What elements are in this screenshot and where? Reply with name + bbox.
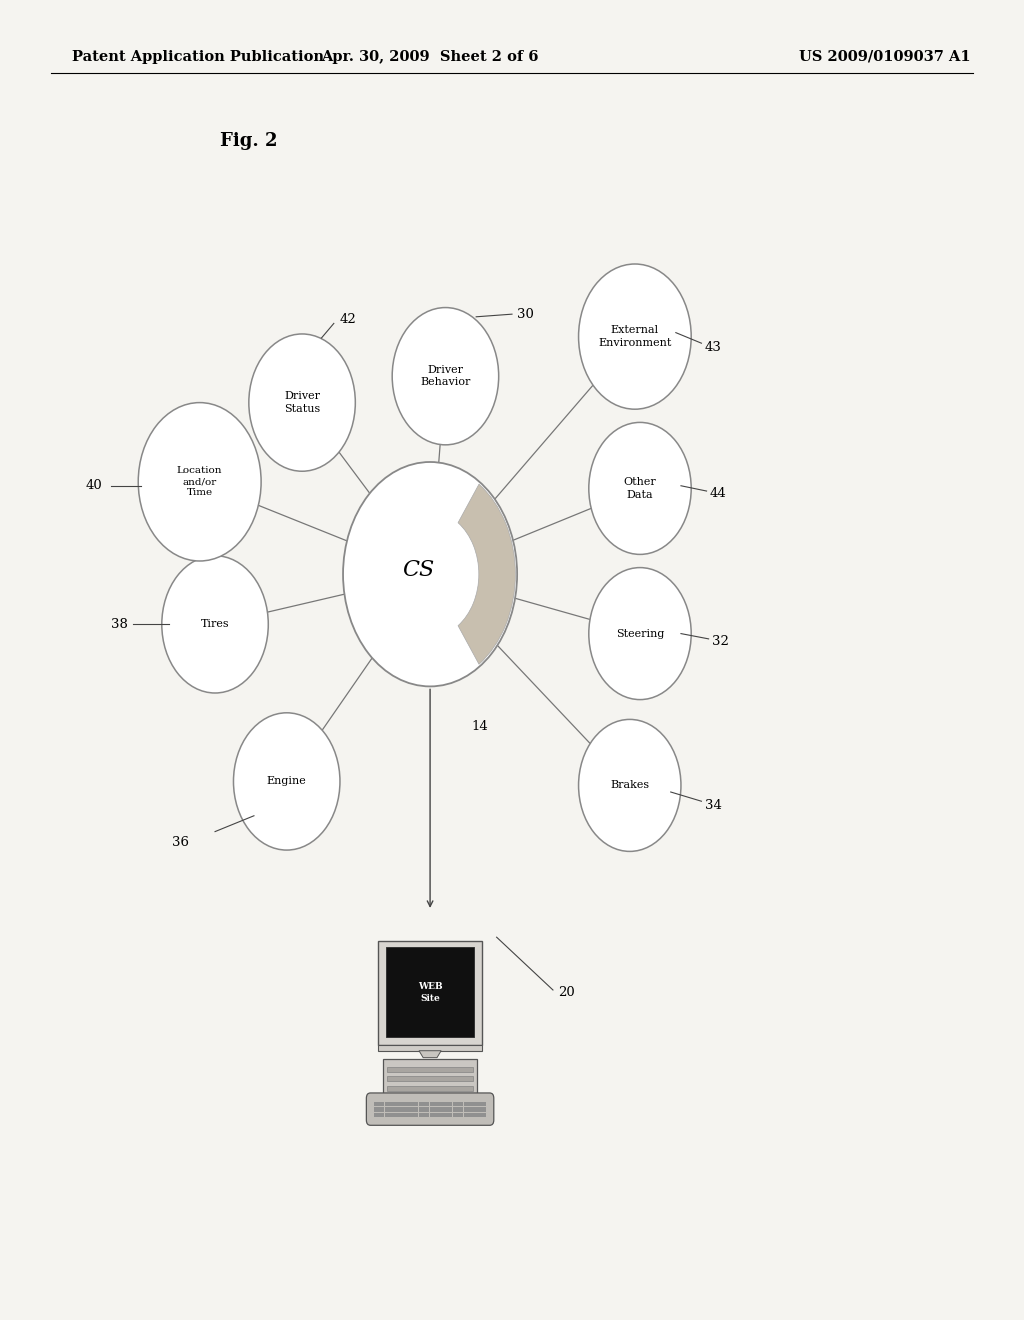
Bar bbox=[419, 1107, 429, 1111]
Bar bbox=[464, 1113, 475, 1117]
Text: 34: 34 bbox=[705, 799, 721, 812]
Text: US 2009/0109037 A1: US 2009/0109037 A1 bbox=[799, 50, 971, 63]
Bar bbox=[430, 1107, 440, 1111]
Text: 36: 36 bbox=[172, 836, 189, 849]
Text: Apr. 30, 2009  Sheet 2 of 6: Apr. 30, 2009 Sheet 2 of 6 bbox=[322, 50, 539, 63]
Text: Engine: Engine bbox=[267, 776, 306, 787]
Bar bbox=[378, 1045, 482, 1051]
Bar bbox=[464, 1107, 475, 1111]
Text: 42: 42 bbox=[340, 313, 356, 326]
Bar bbox=[374, 1102, 384, 1106]
Bar bbox=[475, 1107, 486, 1111]
Bar bbox=[387, 1077, 473, 1081]
Text: Brakes: Brakes bbox=[610, 780, 649, 791]
Polygon shape bbox=[419, 1051, 441, 1057]
Bar bbox=[385, 1102, 395, 1106]
Circle shape bbox=[138, 403, 261, 561]
Text: Steering: Steering bbox=[615, 628, 665, 639]
Bar bbox=[430, 1113, 440, 1117]
Text: Location
and/or
Time: Location and/or Time bbox=[177, 466, 222, 498]
Bar bbox=[385, 1107, 395, 1111]
Bar bbox=[374, 1113, 384, 1117]
Bar bbox=[385, 1113, 395, 1117]
Bar bbox=[464, 1102, 475, 1106]
Text: 38: 38 bbox=[112, 618, 128, 631]
Circle shape bbox=[343, 462, 517, 686]
Text: Patent Application Publication: Patent Application Publication bbox=[72, 50, 324, 63]
Text: 40: 40 bbox=[86, 479, 102, 492]
Bar bbox=[441, 1102, 452, 1106]
Bar bbox=[396, 1113, 407, 1117]
Circle shape bbox=[579, 264, 691, 409]
Text: Fig. 2: Fig. 2 bbox=[220, 132, 278, 150]
Bar bbox=[396, 1107, 407, 1111]
Bar bbox=[453, 1102, 464, 1106]
Bar bbox=[374, 1107, 384, 1111]
Bar bbox=[419, 1102, 429, 1106]
Bar bbox=[441, 1113, 452, 1117]
Bar bbox=[475, 1102, 486, 1106]
Bar bbox=[475, 1113, 486, 1117]
Text: 30: 30 bbox=[517, 308, 534, 321]
Text: 44: 44 bbox=[710, 487, 726, 500]
Text: 43: 43 bbox=[705, 341, 721, 354]
Text: 14: 14 bbox=[471, 719, 487, 733]
FancyBboxPatch shape bbox=[378, 941, 482, 1045]
Bar bbox=[396, 1102, 407, 1106]
Wedge shape bbox=[458, 484, 515, 664]
Bar bbox=[430, 1102, 440, 1106]
Bar bbox=[419, 1113, 429, 1117]
Text: Other
Data: Other Data bbox=[624, 478, 656, 499]
Text: WEB
Site: WEB Site bbox=[418, 982, 442, 1003]
Bar bbox=[453, 1113, 464, 1117]
Text: External
Environment: External Environment bbox=[598, 326, 672, 347]
Circle shape bbox=[589, 568, 691, 700]
Circle shape bbox=[162, 556, 268, 693]
Text: 32: 32 bbox=[712, 635, 728, 648]
Text: Tires: Tires bbox=[201, 619, 229, 630]
Text: Driver
Status: Driver Status bbox=[284, 392, 321, 413]
Text: 20: 20 bbox=[558, 986, 574, 999]
Bar bbox=[408, 1107, 418, 1111]
FancyBboxPatch shape bbox=[367, 1093, 494, 1125]
Bar bbox=[453, 1107, 464, 1111]
Circle shape bbox=[392, 308, 499, 445]
FancyBboxPatch shape bbox=[386, 948, 474, 1038]
Bar bbox=[387, 1086, 473, 1092]
Circle shape bbox=[579, 719, 681, 851]
Text: Driver
Behavior: Driver Behavior bbox=[420, 366, 471, 387]
Circle shape bbox=[589, 422, 691, 554]
Text: CS: CS bbox=[401, 560, 434, 581]
Bar bbox=[408, 1113, 418, 1117]
Circle shape bbox=[249, 334, 355, 471]
Circle shape bbox=[233, 713, 340, 850]
Bar bbox=[387, 1067, 473, 1072]
Bar bbox=[383, 1059, 477, 1096]
Bar bbox=[441, 1107, 452, 1111]
Bar bbox=[408, 1102, 418, 1106]
